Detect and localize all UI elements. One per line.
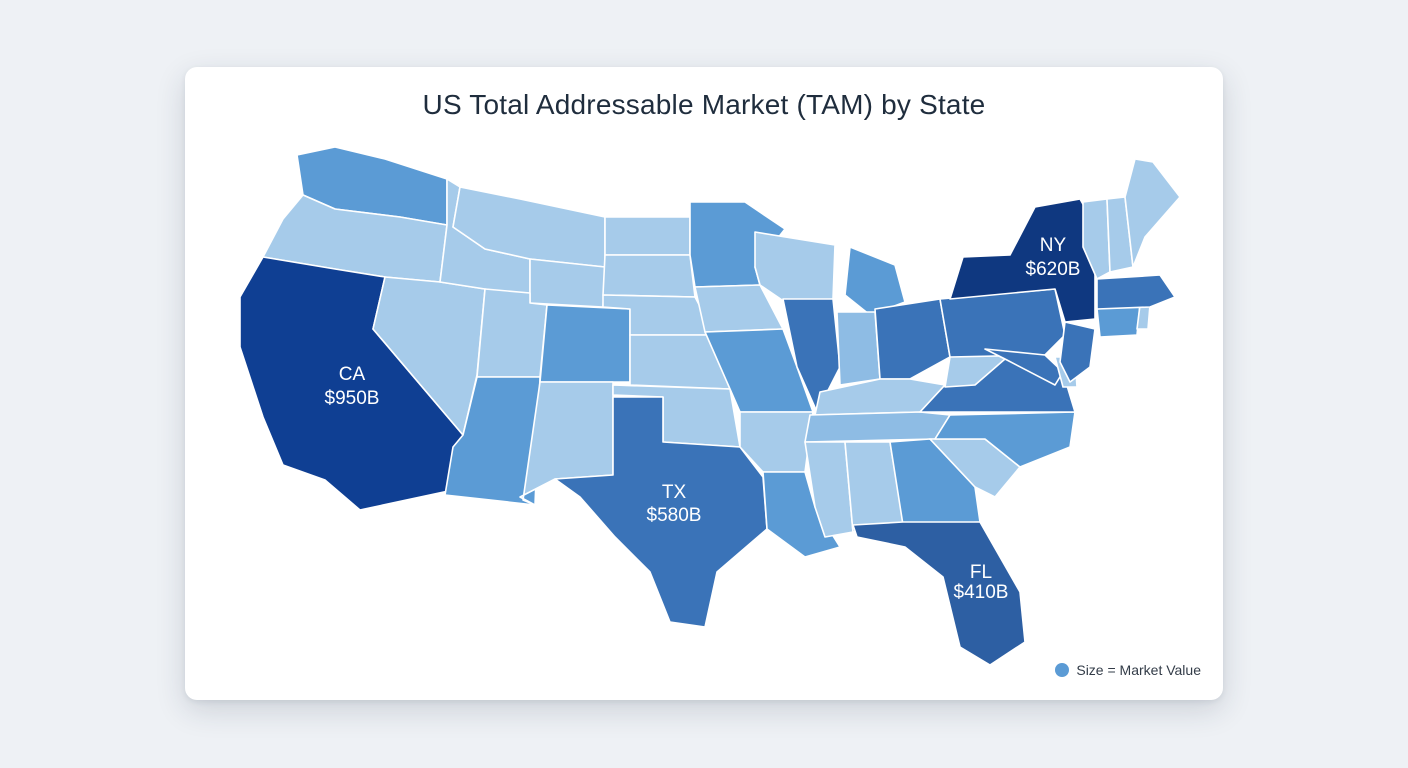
state-ma[interactable] [1096, 274, 1176, 310]
map-legend: Size = Market Value [1055, 662, 1201, 678]
state-tx[interactable] [554, 396, 768, 628]
label-ca-code: CA [339, 364, 366, 385]
state-in[interactable] [836, 311, 881, 386]
label-ny-value: $620B [1026, 259, 1081, 280]
label-tx-code: TX [662, 482, 687, 503]
state-sd[interactable] [602, 254, 696, 298]
map-card: US Total Addressable Market (TAM) by Sta… [185, 67, 1223, 700]
state-nc[interactable] [934, 411, 1076, 468]
map-title: US Total Addressable Market (TAM) by Sta… [422, 89, 986, 120]
state-oh[interactable] [874, 298, 951, 380]
state-tn[interactable] [804, 411, 951, 443]
label-ny-code: NY [1040, 235, 1067, 256]
state-ms[interactable] [804, 441, 854, 538]
label-tx-value: $580B [647, 505, 702, 526]
state-mi[interactable] [844, 246, 906, 316]
state-pa[interactable] [939, 288, 1066, 358]
state-ga[interactable] [889, 438, 981, 526]
state-fl[interactable] [852, 521, 1026, 666]
label-fl-code: FL [970, 562, 992, 583]
state-la[interactable] [762, 471, 841, 558]
state-nd[interactable] [604, 216, 691, 256]
us-state-map: CA $950B NY $620B TX $580B FL $410B [239, 146, 1181, 666]
state-ri[interactable] [1136, 304, 1151, 330]
state-wi[interactable] [754, 231, 836, 303]
state-wy[interactable] [529, 258, 606, 308]
state-nj[interactable] [1059, 321, 1096, 383]
state-co[interactable] [539, 304, 631, 383]
state-ct[interactable] [1096, 304, 1141, 338]
label-ca-value: $950B [325, 388, 380, 409]
state-me[interactable] [1124, 158, 1181, 268]
state-vt[interactable] [1082, 198, 1111, 280]
state-md[interactable] [984, 348, 1064, 386]
label-fl-value: $410B [954, 582, 1009, 603]
legend-circle-icon [1055, 663, 1070, 677]
state-az[interactable] [444, 376, 541, 506]
legend-label: Size = Market Value [1076, 662, 1201, 678]
